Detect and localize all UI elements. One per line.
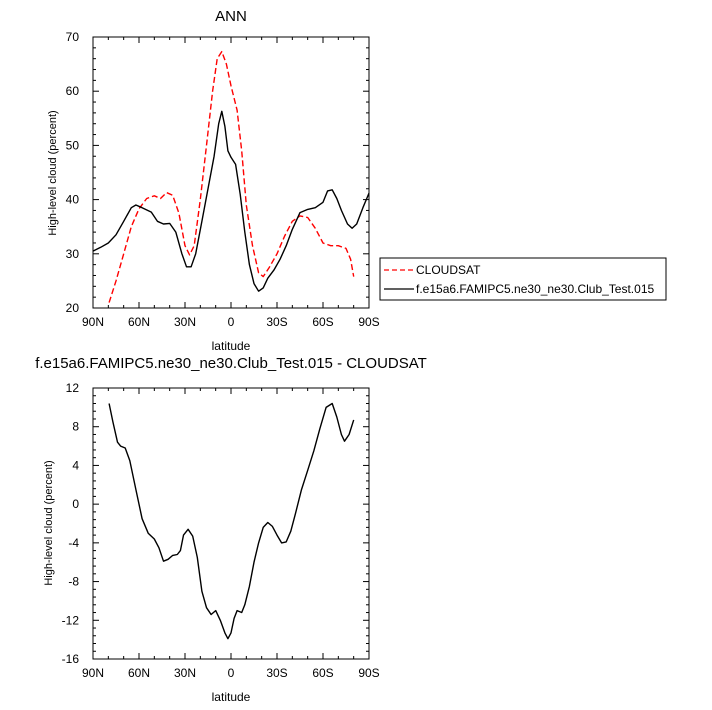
chart-title: ANN [215, 8, 247, 25]
model-series-line [92, 110, 370, 292]
x-axis-label: latitude [212, 690, 251, 704]
y-axis-label: High-level cloud (percent) [47, 110, 59, 235]
series-lines [108, 402, 355, 640]
legend: CLOUDSAT f.e15a6.FAMIPC5.ne30_ne30.Club_… [379, 257, 667, 301]
difference-chart: f.e15a6.FAMIPC5.ne30_ne30.Club_Test.015 … [35, 355, 427, 704]
legend-label-cloudsat: CLOUDSAT [416, 263, 481, 277]
y-tick-label: 0 [72, 497, 79, 511]
y-tick-label: 70 [66, 30, 80, 44]
chart-title: f.e15a6.FAMIPC5.ne30_ne30.Club_Test.015 … [35, 355, 427, 372]
x-tick-label: 90N [82, 666, 104, 680]
y-tick-label: 12 [66, 381, 80, 395]
x-tick-label: 30N [174, 666, 196, 680]
y-tick-label: 8 [72, 420, 79, 434]
x-tick-label: 30N [174, 315, 196, 329]
y-tick-label: -4 [68, 536, 79, 550]
plot-frame [92, 36, 370, 309]
series-lines [92, 50, 370, 303]
x-tick-label: 60S [312, 315, 333, 329]
y-tick-label: 40 [66, 193, 80, 207]
x-axis-label: latitude [212, 339, 251, 353]
y-axis-label: High-level cloud (percent) [43, 460, 55, 585]
legend-label-model: f.e15a6.FAMIPC5.ne30_ne30.Club_Test.015 [416, 282, 654, 296]
y-tick-label: -8 [68, 575, 79, 589]
axes-ticks: 90N 60N 30N 0 30S 60S 90S 20 30 40 50 60 70 [66, 30, 380, 329]
x-tick-label: 60N [128, 666, 150, 680]
x-tick-label: 60N [128, 315, 150, 329]
x-tick-label: 60S [312, 666, 333, 680]
y-tick-label: 20 [66, 301, 80, 315]
y-tick-label: -16 [62, 652, 80, 666]
x-tick-label: 90N [82, 315, 104, 329]
x-tick-label: 90S [358, 315, 379, 329]
x-tick-label: 0 [228, 315, 235, 329]
y-tick-label: 30 [66, 247, 80, 261]
x-tick-label: 0 [228, 666, 235, 680]
cloudsat-series-line [108, 50, 355, 303]
model-series-line [108, 402, 355, 640]
x-tick-label: 90S [358, 666, 379, 680]
y-tick-label: -12 [62, 613, 80, 627]
y-tick-label: 50 [66, 138, 80, 152]
axes-ticks: 90N 60N 30N 0 30S 60S 90S -16 -12 -8 -4 0 4 8 12 [62, 381, 380, 680]
y-tick-label: 60 [66, 84, 80, 98]
x-tick-label: 30S [266, 666, 287, 680]
plot-frame [92, 387, 370, 660]
legend-box [379, 257, 667, 301]
x-tick-label: 30S [266, 315, 287, 329]
y-tick-label: 4 [72, 458, 79, 472]
annual-cloud-chart: ANN High-level cloud (percent) latitude … [47, 8, 380, 353]
